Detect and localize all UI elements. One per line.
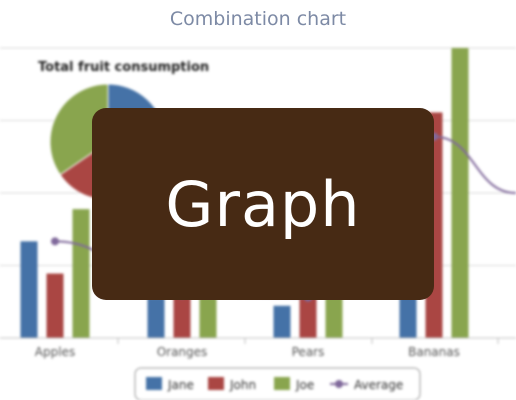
legend-label-jane: Jane (167, 378, 194, 392)
graph-overlay-label: Graph (165, 167, 361, 241)
bar-joe-oranges (199, 297, 217, 338)
x-axis: Apples Oranges Pears Bananas (0, 337, 516, 359)
bar-joe-bananas (451, 48, 469, 338)
graph-overlay-card: Graph (92, 108, 434, 300)
legend-marker-average (335, 380, 343, 388)
bar-joe-pears (325, 289, 343, 338)
bar-jane-oranges (147, 297, 165, 338)
legend-label-joe: Joe (295, 378, 314, 392)
bar-john-oranges (173, 289, 191, 338)
chart-title: Combination chart (169, 8, 347, 30)
pie-slice-joe (49, 83, 109, 176)
legend-label-john: John (229, 378, 256, 392)
legend-label-average: Average (354, 378, 403, 392)
x-tick-label-apples: Apples (35, 345, 75, 359)
bar-jane-apples (20, 241, 38, 338)
bar-john-pears (299, 297, 317, 338)
pie-title: Total fruit consumption (38, 60, 209, 75)
average-point-apples (51, 237, 59, 246)
bar-john-apples (46, 273, 64, 338)
legend-swatch-john (208, 377, 224, 390)
x-tick-label-bananas: Bananas (408, 345, 460, 359)
bar-jane-pears (273, 305, 291, 338)
x-tick-label-pears: Pears (292, 345, 325, 359)
legend[interactable]: Jane John Joe Average (134, 367, 421, 400)
bar-joe-apples (72, 209, 90, 338)
legend-swatch-jane (146, 377, 162, 390)
legend-swatch-joe (274, 377, 290, 390)
x-tick-label-oranges: Oranges (157, 345, 208, 359)
